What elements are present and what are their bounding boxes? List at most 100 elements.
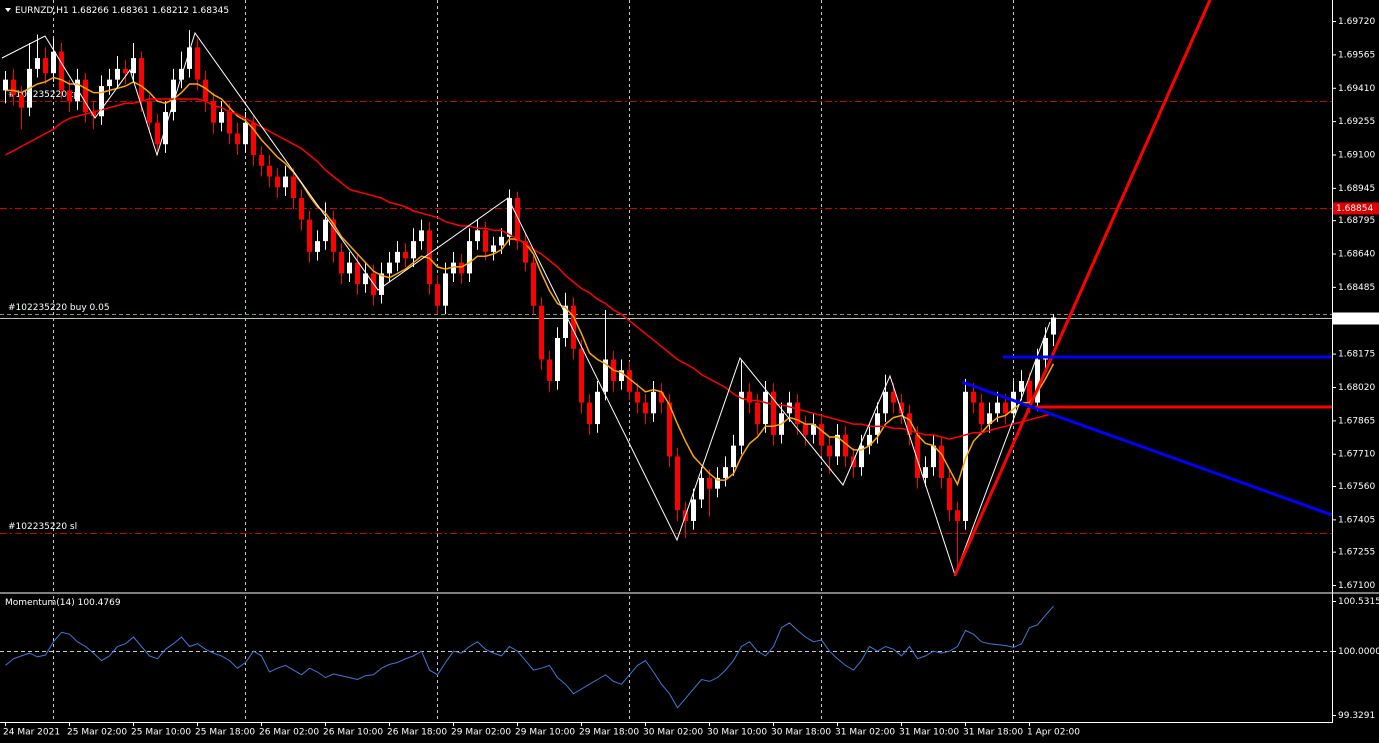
candle-body	[227, 111, 232, 134]
momentum-line	[5, 605, 1054, 709]
y-tick-label: 1.69720	[1338, 17, 1375, 27]
x-tick-label: 25 Mar 18:00	[195, 728, 255, 738]
trend-line-blue	[961, 380, 1332, 517]
menu-arrow[interactable]	[5, 8, 11, 12]
candle-body	[771, 391, 776, 435]
candle-body	[67, 90, 72, 102]
candle-body	[1043, 337, 1048, 360]
candle-body	[235, 133, 240, 145]
candle-body	[107, 79, 112, 87]
candle-body	[939, 445, 944, 478]
y-tick-label: 1.68020	[1338, 383, 1375, 393]
candle-body	[883, 391, 888, 414]
candle-body	[835, 434, 840, 457]
candle-body	[651, 391, 656, 414]
y2-tick-label: 100.5315	[1338, 597, 1379, 607]
x-tick-label: 31 Mar 18:00	[963, 728, 1023, 738]
y-tick-label: 1.69100	[1338, 150, 1375, 160]
candle-body	[675, 456, 680, 511]
y-tick-label: 1.67255	[1338, 548, 1375, 558]
candle-body	[315, 241, 320, 252]
open-value: 1.68266	[72, 6, 109, 16]
candle-body	[459, 262, 464, 274]
candle-body	[427, 230, 432, 285]
axis-layer: 1.69720 1.69565 1.69410 1.69255 1.69100 1.689…	[3, 17, 1379, 738]
low-value: 1.68212	[152, 6, 189, 16]
candle-body	[555, 337, 560, 382]
candle-body	[243, 122, 248, 145]
candle-body	[43, 58, 48, 74]
candle-body	[699, 477, 704, 500]
candle-body	[947, 477, 952, 511]
candle-body	[339, 251, 344, 274]
line-layer	[5, 76, 1055, 487]
level-layer: #102235220 tp #102235220 buy 0.05 #1022352…	[0, 90, 1332, 534]
indicator-value: 100.4769	[78, 598, 121, 608]
candle-body	[971, 391, 976, 403]
candle-body	[83, 79, 88, 112]
candle-body	[659, 391, 664, 403]
y-tick-label: 1.68485	[1338, 283, 1375, 293]
candle-body	[787, 402, 792, 414]
candle-body	[1035, 359, 1040, 403]
candle-body	[275, 176, 280, 188]
candle-body	[123, 68, 128, 74]
current-price-box	[1333, 312, 1379, 325]
candle-body	[51, 51, 56, 74]
candle-body	[211, 101, 216, 123]
x-tick-label: 30 Mar 10:00	[707, 728, 767, 738]
candle-body	[387, 262, 392, 274]
candle-body	[403, 251, 408, 259]
candle-body	[763, 391, 768, 425]
candle-body	[627, 370, 632, 392]
candle-body	[291, 176, 296, 199]
candle-body	[531, 262, 536, 306]
chart-header: EURNZD,H1 1.68266 1.68361 1.68212 1.6834…	[15, 6, 229, 16]
y-tick-label: 1.68795	[1338, 216, 1375, 226]
candle-body	[115, 68, 120, 80]
candle-body	[179, 68, 184, 80]
candle-body	[507, 198, 512, 237]
candle-body	[395, 251, 400, 263]
alert-price-box	[1333, 202, 1379, 215]
candle-body	[539, 305, 544, 360]
trend-line-red	[953, 0, 1212, 576]
candle-body	[955, 510, 960, 521]
candle-body	[819, 424, 824, 446]
candle-body	[99, 86, 104, 117]
candle-body	[899, 402, 904, 414]
candle-body	[259, 154, 264, 166]
candle-body	[827, 445, 832, 457]
moving-average	[5, 98, 1054, 440]
moving-average	[5, 76, 1055, 487]
candle-body	[283, 176, 288, 188]
candle-body	[587, 402, 592, 425]
momentum-layer	[0, 605, 1332, 709]
candle-body	[803, 424, 808, 435]
candle-body	[963, 391, 968, 521]
order-label: #102235220 sl	[8, 522, 77, 532]
candle-body	[451, 262, 456, 274]
candle-body	[467, 241, 472, 274]
current-price-label: 1.68345	[1336, 314, 1373, 324]
candle-body	[379, 273, 384, 295]
y-tick-label: 1.67560	[1338, 482, 1375, 492]
candle-body	[75, 79, 80, 102]
candle-body	[731, 445, 736, 468]
candle-body	[515, 198, 520, 242]
order-label: #102235220 buy 0.05	[8, 303, 110, 313]
candle-body	[139, 58, 144, 102]
high-value: 1.68361	[112, 6, 149, 16]
x-tick-label: 1 Apr 02:00	[1027, 728, 1080, 738]
zigzag	[1, 31, 1051, 577]
candle-body	[667, 402, 672, 457]
candle-body	[723, 467, 728, 478]
y-tick-label: 1.69565	[1338, 50, 1375, 60]
x-tick-label: 29 Mar 18:00	[579, 728, 639, 738]
candle-body	[307, 219, 312, 252]
candle-body	[355, 262, 360, 285]
x-tick-label: 30 Mar 02:00	[643, 728, 703, 738]
candle-body	[979, 402, 984, 425]
